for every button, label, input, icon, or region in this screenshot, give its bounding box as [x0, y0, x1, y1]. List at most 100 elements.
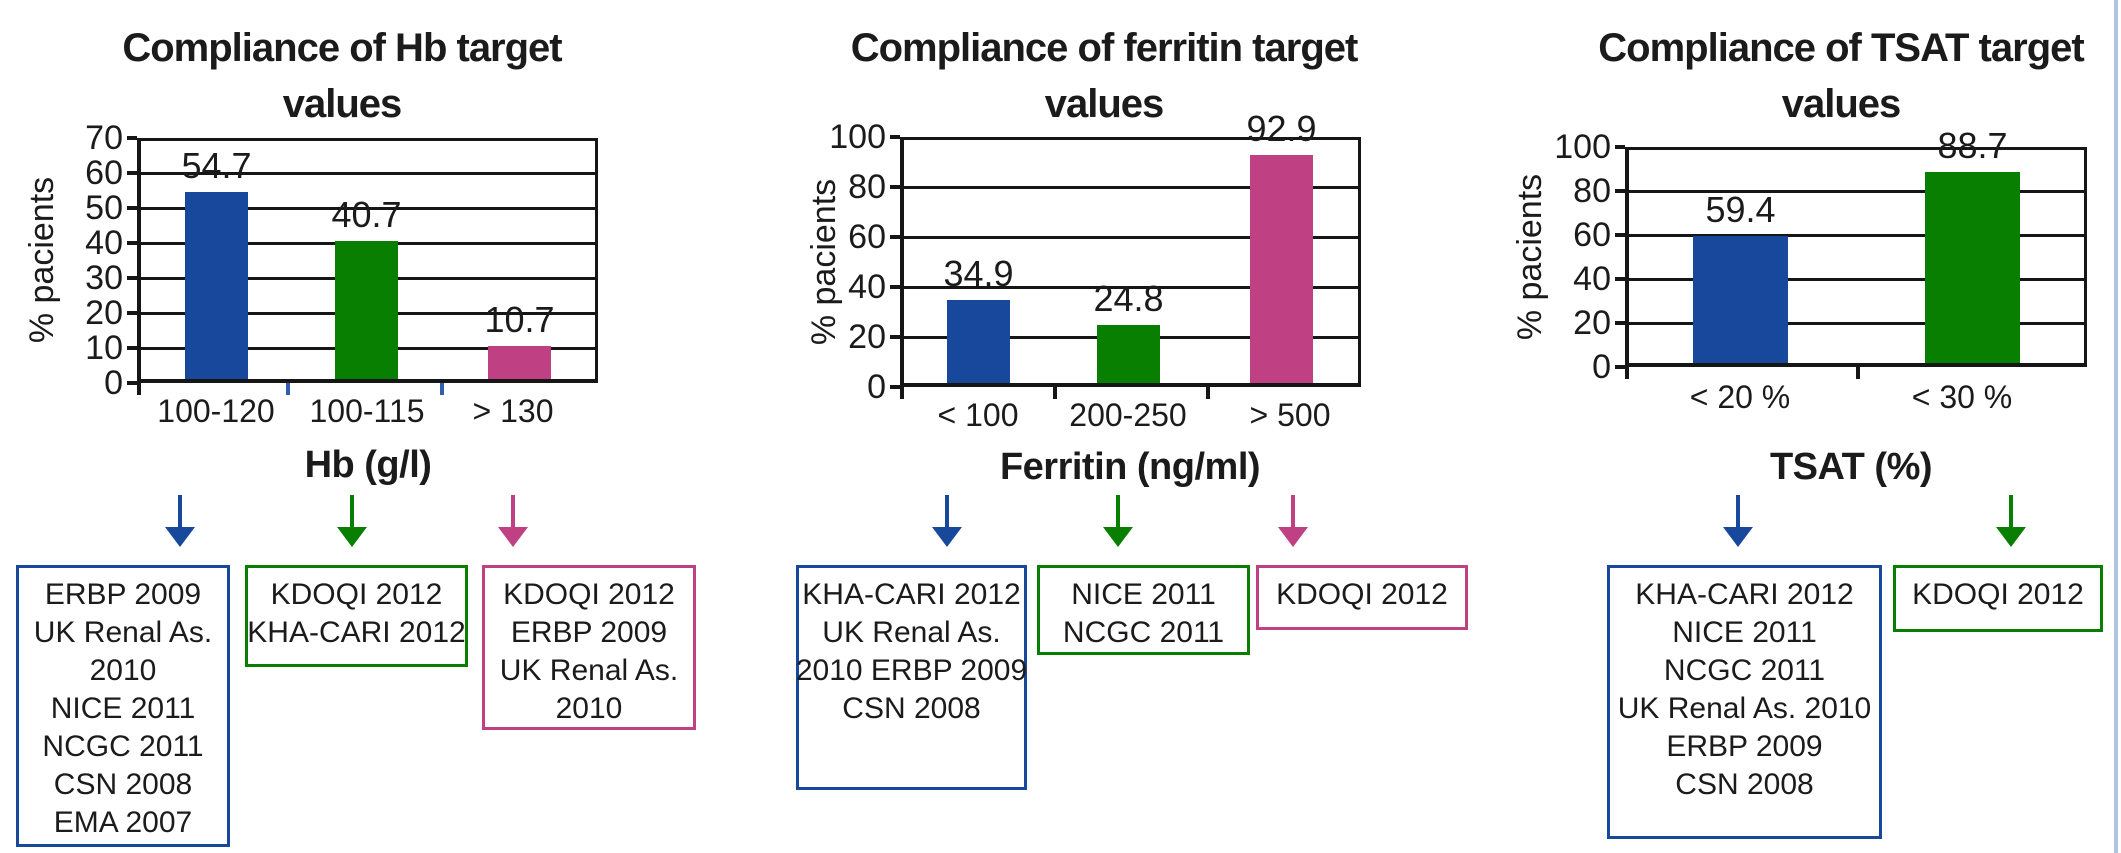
guideline-box-line: NCGC 2011 — [42, 730, 204, 763]
x-axis-corner-tick — [900, 387, 904, 399]
bar-value-label: 54.7 — [181, 145, 252, 186]
guideline-box: KDOQI 2012 ERBP 2009 UK Renal As. 2010 — [482, 565, 696, 730]
x-category-tick — [286, 383, 290, 395]
guideline-box-line: ERBP 2009 — [510, 616, 668, 649]
guideline-box: KHA-CARI 2012 NICE 2011 NCGC 2011 UK Renal … — [1607, 565, 1882, 839]
chart-title-line: values — [1044, 82, 1165, 126]
page-edge-line — [2114, 0, 2118, 853]
bar — [1925, 172, 2020, 363]
chart-title-line: Compliance of TSAT target — [1598, 26, 2084, 70]
guideline-box-line: KHA-CARI 2012 — [1635, 578, 1854, 611]
guideline-box-line: NCGC 2011 — [1062, 616, 1225, 649]
guideline-box-line: CSN 2008 — [842, 692, 981, 725]
x-category-tick — [1856, 367, 1860, 379]
guideline-box: ERBP 2009 UK Renal As. 2010 NICE 2011 NCGC 2… — [16, 565, 230, 847]
down-arrow-shaft — [178, 495, 182, 527]
plot-border-top — [900, 137, 1361, 140]
y-tick-label: 40 — [1573, 260, 1611, 298]
guideline-box-line: 2010 — [555, 692, 623, 725]
gridline — [904, 286, 1358, 289]
y-tick-mark — [890, 135, 900, 139]
y-tick-label: 80 — [1573, 172, 1611, 210]
guideline-box-line: UK Renal As. — [822, 616, 1001, 649]
y-tick-mark — [127, 276, 137, 280]
y-tick-label: 0 — [867, 368, 886, 406]
guideline-box-line: CSN 2008 — [53, 768, 193, 801]
guideline-box-line: KDOQI 2012 — [270, 578, 443, 611]
bar-value-label: 24.8 — [1093, 278, 1164, 319]
chart-title: Compliance of ferritin target values — [824, 20, 1384, 132]
guideline-box: KDOQI 2012 — [1256, 565, 1468, 630]
plot-border-right — [1358, 137, 1361, 387]
y-tick-label: 100 — [1554, 128, 1611, 166]
bar-value-label: 34.9 — [943, 253, 1014, 294]
x-axis-line — [137, 379, 598, 383]
y-tick-label: 20 — [1573, 304, 1611, 342]
x-tick-label: 100-120 — [157, 393, 275, 429]
chart-title-line: values — [282, 82, 403, 126]
y-tick-mark — [127, 381, 137, 385]
x-tick-label: < 30 % — [1911, 379, 2013, 415]
plot-border-top — [1625, 147, 2087, 150]
x-axis-label: Ferritin (ng/ml) — [999, 446, 1261, 488]
gridline — [1629, 278, 2084, 281]
y-tick-label: 80 — [848, 168, 886, 206]
x-tick-label: > 130 — [472, 393, 554, 429]
down-arrow-head — [1103, 527, 1133, 547]
bar-value-label: 10.7 — [484, 299, 555, 340]
bar — [185, 192, 248, 379]
bar — [335, 241, 398, 379]
bar — [1250, 155, 1313, 383]
x-category-tick — [1206, 387, 1210, 399]
y-tick-label: 60 — [1573, 216, 1611, 254]
y-tick-mark — [127, 171, 137, 175]
x-axis-corner-tick — [1625, 367, 1629, 379]
bar-value-label: 40.7 — [331, 194, 402, 235]
guideline-box-line: ERBP 2009 — [1666, 730, 1823, 763]
guideline-box-line: UK Renal As. 2010 — [1617, 692, 1872, 725]
x-tick-label: > 500 — [1249, 397, 1331, 433]
y-axis-line — [1625, 147, 1629, 367]
guideline-box-line: 2010 ERBP 2009 — [795, 654, 1028, 687]
bar — [488, 346, 551, 379]
guideline-box-line: KHA-CARI 2012 — [247, 616, 466, 649]
guideline-box-line: UK Renal As. — [499, 654, 679, 687]
down-arrow-head — [932, 527, 962, 547]
bar — [947, 300, 1010, 383]
chart-title-line: Compliance of Hb target — [122, 26, 562, 70]
y-tick-mark — [127, 206, 137, 210]
chart-title: Compliance of TSAT target values — [1561, 20, 2121, 132]
down-arrow-shaft — [1736, 495, 1740, 527]
down-arrow-shaft — [511, 495, 515, 527]
guideline-box: KDOQI 2012 KHA-CARI 2012 — [245, 565, 468, 667]
guideline-box-line: NCGC 2011 — [1663, 654, 1826, 687]
x-axis-label: TSAT (%) — [1769, 446, 1933, 488]
y-tick-label: 20 — [848, 318, 886, 356]
y-tick-mark — [127, 311, 137, 315]
plot-border-top — [137, 138, 598, 141]
y-tick-label: 30 — [85, 259, 123, 297]
x-axis-label: Hb (g/l) — [304, 444, 432, 486]
guideline-box: NICE 2011 NCGC 2011 — [1037, 565, 1250, 655]
y-tick-label: 70 — [85, 119, 123, 157]
gridline — [1629, 190, 2084, 193]
down-arrow-head — [1996, 527, 2026, 547]
x-category-tick — [1053, 387, 1057, 399]
y-tick-label: 60 — [85, 154, 123, 192]
plot-border-right — [2084, 147, 2087, 367]
chart-title-line: Compliance of ferritin target — [850, 26, 1359, 70]
bar-value-label: 92.9 — [1246, 108, 1317, 149]
down-arrow-shaft — [1116, 495, 1120, 527]
x-tick-label: < 20 % — [1689, 379, 1791, 415]
y-tick-label: 100 — [829, 118, 886, 156]
y-tick-mark — [890, 385, 900, 389]
guideline-box-line: CSN 2008 — [1675, 768, 1814, 801]
x-axis-line — [900, 383, 1361, 387]
x-tick-label: < 100 — [937, 397, 1019, 433]
down-arrow-shaft — [1291, 495, 1295, 527]
guideline-box-line: EMA 2007 — [53, 806, 193, 839]
y-tick-mark — [127, 346, 137, 350]
bar-value-label: 59.4 — [1705, 189, 1776, 230]
down-arrow-head — [1278, 527, 1308, 547]
guideline-box: KHA-CARI 2012 UK Renal As. 2010 ERBP 2009 C… — [796, 565, 1027, 790]
